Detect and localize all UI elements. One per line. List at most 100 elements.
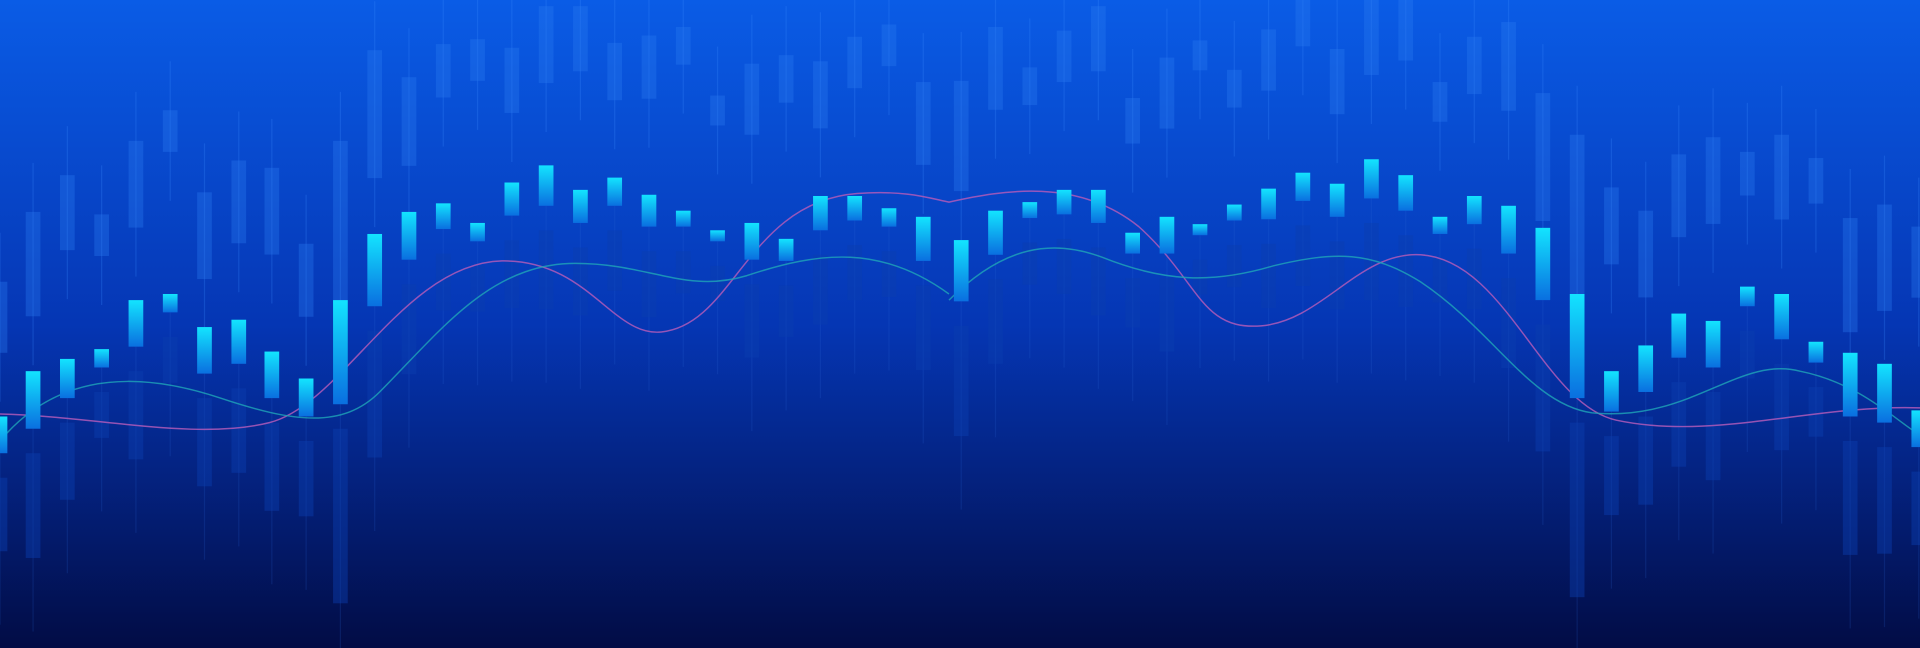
candle-body [778,238,794,261]
purple-curve [0,190,1920,431]
candle-body [1295,172,1311,201]
faint-body [778,285,794,337]
faint-body [1056,30,1072,83]
candle-body [1261,188,1276,220]
faint-body [813,254,828,325]
candle-body [1501,205,1516,254]
faint-body [1329,48,1345,115]
faint-body [1125,278,1140,328]
candle-body [197,327,212,374]
faint-body [1159,57,1175,129]
faint-body [915,82,931,165]
candle-body [641,194,657,227]
candle-body [675,210,691,227]
faint-body [915,285,931,370]
candle-body [915,216,931,261]
candle-body [1569,293,1585,399]
faint-body [162,110,178,152]
faint-body [298,243,314,317]
faint-body [710,95,725,126]
candle-body [1740,286,1755,307]
faint-body [1671,154,1687,238]
candle-body [1364,159,1379,199]
candle-body [1774,293,1789,340]
faint-body [1261,243,1276,309]
candle-body [401,211,417,260]
candle-body [1466,195,1482,225]
candles [0,126,1920,492]
faint-body [1022,67,1038,106]
candle-body [504,182,520,216]
faint-body [1604,436,1619,516]
faint-body [1364,0,1379,75]
candle-body [1535,227,1551,301]
faint-body [25,453,41,558]
faint-body [1432,258,1448,303]
faint-body [1911,226,1920,298]
faint-body [1808,158,1824,204]
candle-body [710,230,725,242]
faint-body [1569,134,1585,314]
faint-body [1842,218,1858,333]
teal-curve [0,256,950,442]
faint-body [1808,387,1824,437]
candle-body [25,371,41,429]
faint-body [813,61,828,129]
faint-body [94,214,109,257]
faint-body [675,26,691,65]
faint-body [1705,391,1721,481]
candle-body [367,233,383,307]
candle-body [0,416,8,454]
faint-body [1535,324,1551,452]
faint-body [1192,40,1208,71]
candle-body [1877,363,1892,423]
faint-body [1125,97,1140,144]
faint-body [1261,29,1276,91]
faint-body [1226,244,1242,288]
faint-body [744,63,760,135]
faint-body [1877,204,1892,311]
candle-body [231,319,247,364]
faint-body [504,47,520,113]
curves [0,190,1920,442]
faint-body [847,36,863,89]
faint-body [1226,69,1242,108]
faint-body [1774,134,1789,220]
candle-body [1842,352,1858,417]
faint-body [231,160,247,244]
candle-body [573,189,588,223]
faint-body [607,230,623,291]
faint-body [60,422,75,500]
faint-body [1740,151,1755,196]
faint-body [1295,0,1311,47]
candle-body [813,195,828,231]
candle-body [988,210,1003,255]
candle-body [881,208,897,227]
candle-body [162,293,178,313]
faint-body [298,440,314,517]
faint-body [847,244,863,301]
faint-body [25,211,41,317]
faint-body [1842,440,1858,555]
faint-body [1774,363,1789,451]
candle-body [1432,216,1448,234]
faint-body [231,388,247,473]
candle-body [1056,189,1072,215]
faint-body [1569,422,1585,598]
faint-body [401,77,417,166]
faint-body [401,284,417,375]
faint-body [333,428,348,604]
faint-body [953,80,969,192]
faint-body [1535,93,1551,221]
candle-body [128,300,144,347]
faint-body [1638,210,1654,298]
faint-body [538,6,554,84]
candle-body [1329,183,1345,217]
candle-body [1226,204,1242,221]
candle-body [847,195,863,221]
faint-body [435,44,451,98]
faint-body [573,6,588,72]
